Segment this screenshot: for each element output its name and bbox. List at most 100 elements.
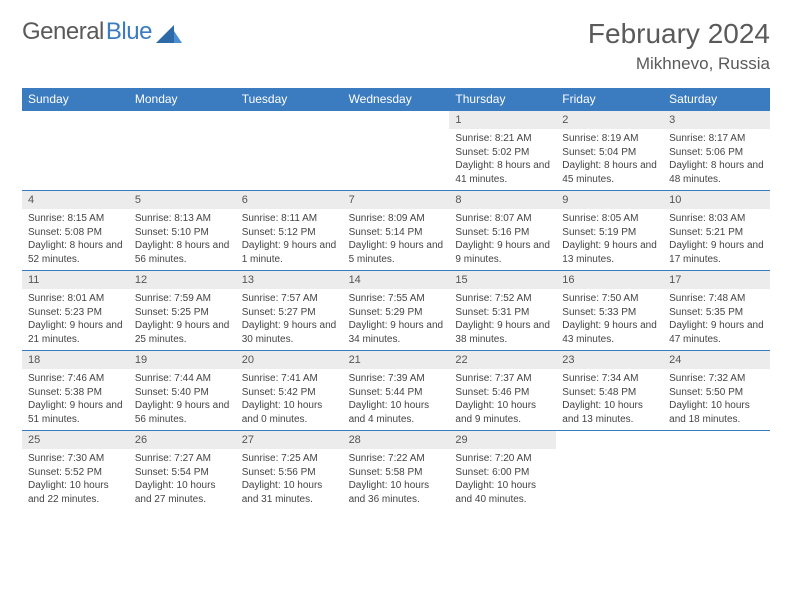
sunrise-text: Sunrise: 8:11 AM xyxy=(242,212,337,226)
sunset-text: Sunset: 5:19 PM xyxy=(562,226,657,240)
day-details: Sunrise: 8:15 AMSunset: 5:08 PMDaylight:… xyxy=(22,209,129,270)
sunset-text: Sunset: 5:46 PM xyxy=(455,386,550,400)
sunset-text: Sunset: 5:56 PM xyxy=(242,466,337,480)
week-row: 25Sunrise: 7:30 AMSunset: 5:52 PMDayligh… xyxy=(22,430,770,510)
day-cell: 17Sunrise: 7:48 AMSunset: 5:35 PMDayligh… xyxy=(663,271,770,350)
daylight-text: Daylight: 10 hours and 9 minutes. xyxy=(455,399,550,426)
day-cell xyxy=(236,111,343,190)
sunset-text: Sunset: 5:27 PM xyxy=(242,306,337,320)
daylight-text: Daylight: 9 hours and 51 minutes. xyxy=(28,399,123,426)
day-cell: 16Sunrise: 7:50 AMSunset: 5:33 PMDayligh… xyxy=(556,271,663,350)
day-number xyxy=(129,111,236,117)
day-details: Sunrise: 7:48 AMSunset: 5:35 PMDaylight:… xyxy=(663,289,770,350)
sunrise-text: Sunrise: 7:27 AM xyxy=(135,452,230,466)
day-number: 15 xyxy=(449,271,556,289)
day-cell: 9 Sunrise: 8:05 AMSunset: 5:19 PMDaylight… xyxy=(556,191,663,270)
day-cell: 25Sunrise: 7:30 AMSunset: 5:52 PMDayligh… xyxy=(22,431,129,510)
day-cell: 11Sunrise: 8:01 AMSunset: 5:23 PMDayligh… xyxy=(22,271,129,350)
day-details: Sunrise: 7:41 AMSunset: 5:42 PMDaylight:… xyxy=(236,369,343,430)
daylight-text: Daylight: 9 hours and 47 minutes. xyxy=(669,319,764,346)
weekday-header-row: Sunday Monday Tuesday Wednesday Thursday… xyxy=(22,88,770,110)
week-row: 1Sunrise: 8:21 AMSunset: 5:02 PMDaylight… xyxy=(22,110,770,190)
daylight-text: Daylight: 9 hours and 30 minutes. xyxy=(242,319,337,346)
weekday-header: Saturday xyxy=(663,88,770,110)
day-details: Sunrise: 7:55 AMSunset: 5:29 PMDaylight:… xyxy=(343,289,450,350)
sunset-text: Sunset: 5:08 PM xyxy=(28,226,123,240)
day-details: Sunrise: 8:13 AMSunset: 5:10 PMDaylight:… xyxy=(129,209,236,270)
sunrise-text: Sunrise: 7:52 AM xyxy=(455,292,550,306)
day-details: Sunrise: 7:34 AMSunset: 5:48 PMDaylight:… xyxy=(556,369,663,430)
day-cell: 28Sunrise: 7:22 AMSunset: 5:58 PMDayligh… xyxy=(343,431,450,510)
sunset-text: Sunset: 5:10 PM xyxy=(135,226,230,240)
day-cell: 29Sunrise: 7:20 AMSunset: 6:00 PMDayligh… xyxy=(449,431,556,510)
day-number xyxy=(556,431,663,437)
daylight-text: Daylight: 9 hours and 38 minutes. xyxy=(455,319,550,346)
day-number: 11 xyxy=(22,271,129,289)
day-number: 24 xyxy=(663,351,770,369)
day-details: Sunrise: 8:07 AMSunset: 5:16 PMDaylight:… xyxy=(449,209,556,270)
daylight-text: Daylight: 9 hours and 17 minutes. xyxy=(669,239,764,266)
day-details: Sunrise: 7:27 AMSunset: 5:54 PMDaylight:… xyxy=(129,449,236,510)
day-cell: 7Sunrise: 8:09 AMSunset: 5:14 PMDaylight… xyxy=(343,191,450,270)
sunrise-text: Sunrise: 7:22 AM xyxy=(349,452,444,466)
daylight-text: Daylight: 9 hours and 13 minutes. xyxy=(562,239,657,266)
day-number: 5 xyxy=(129,191,236,209)
daylight-text: Daylight: 9 hours and 56 minutes. xyxy=(135,399,230,426)
day-details: Sunrise: 7:46 AMSunset: 5:38 PMDaylight:… xyxy=(22,369,129,430)
day-cell: 13Sunrise: 7:57 AMSunset: 5:27 PMDayligh… xyxy=(236,271,343,350)
day-cell: 22Sunrise: 7:37 AMSunset: 5:46 PMDayligh… xyxy=(449,351,556,430)
sunrise-text: Sunrise: 7:32 AM xyxy=(669,372,764,386)
sunset-text: Sunset: 5:42 PM xyxy=(242,386,337,400)
day-cell xyxy=(129,111,236,190)
day-number: 8 xyxy=(449,191,556,209)
sunset-text: Sunset: 5:35 PM xyxy=(669,306,764,320)
sunrise-text: Sunrise: 7:46 AM xyxy=(28,372,123,386)
day-number xyxy=(343,111,450,117)
sunrise-text: Sunrise: 8:13 AM xyxy=(135,212,230,226)
sunset-text: Sunset: 5:16 PM xyxy=(455,226,550,240)
calendar-page: General Blue February 2024 Mikhnevo, Rus… xyxy=(0,0,792,520)
weekday-header: Monday xyxy=(129,88,236,110)
day-number: 28 xyxy=(343,431,450,449)
daylight-text: Daylight: 10 hours and 0 minutes. xyxy=(242,399,337,426)
sunset-text: Sunset: 5:44 PM xyxy=(349,386,444,400)
sunset-text: Sunset: 5:06 PM xyxy=(669,146,764,160)
day-cell: 2Sunrise: 8:19 AMSunset: 5:04 PMDaylight… xyxy=(556,111,663,190)
day-cell: 14Sunrise: 7:55 AMSunset: 5:29 PMDayligh… xyxy=(343,271,450,350)
sunset-text: Sunset: 5:25 PM xyxy=(135,306,230,320)
day-number xyxy=(236,111,343,117)
day-cell: 20Sunrise: 7:41 AMSunset: 5:42 PMDayligh… xyxy=(236,351,343,430)
sunrise-text: Sunrise: 7:25 AM xyxy=(242,452,337,466)
day-number: 10 xyxy=(663,191,770,209)
day-details: Sunrise: 8:03 AMSunset: 5:21 PMDaylight:… xyxy=(663,209,770,270)
day-cell xyxy=(343,111,450,190)
week-row: 18Sunrise: 7:46 AMSunset: 5:38 PMDayligh… xyxy=(22,350,770,430)
day-details: Sunrise: 7:37 AMSunset: 5:46 PMDaylight:… xyxy=(449,369,556,430)
day-number: 29 xyxy=(449,431,556,449)
sunset-text: Sunset: 5:54 PM xyxy=(135,466,230,480)
sunset-text: Sunset: 5:38 PM xyxy=(28,386,123,400)
sunrise-text: Sunrise: 7:39 AM xyxy=(349,372,444,386)
sunset-text: Sunset: 5:04 PM xyxy=(562,146,657,160)
daylight-text: Daylight: 8 hours and 48 minutes. xyxy=(669,159,764,186)
title-block: February 2024 Mikhnevo, Russia xyxy=(588,18,770,74)
sunrise-text: Sunrise: 7:55 AM xyxy=(349,292,444,306)
sunrise-text: Sunrise: 8:05 AM xyxy=(562,212,657,226)
daylight-text: Daylight: 10 hours and 31 minutes. xyxy=(242,479,337,506)
day-cell: 6Sunrise: 8:11 AMSunset: 5:12 PMDaylight… xyxy=(236,191,343,270)
daylight-text: Daylight: 8 hours and 45 minutes. xyxy=(562,159,657,186)
day-number: 13 xyxy=(236,271,343,289)
day-number: 23 xyxy=(556,351,663,369)
day-cell xyxy=(22,111,129,190)
day-number: 14 xyxy=(343,271,450,289)
sunrise-text: Sunrise: 7:20 AM xyxy=(455,452,550,466)
day-cell: 18Sunrise: 7:46 AMSunset: 5:38 PMDayligh… xyxy=(22,351,129,430)
daylight-text: Daylight: 9 hours and 25 minutes. xyxy=(135,319,230,346)
day-cell xyxy=(663,431,770,510)
brand-logo: General Blue xyxy=(22,18,182,46)
day-number: 9 xyxy=(556,191,663,209)
day-cell: 19Sunrise: 7:44 AMSunset: 5:40 PMDayligh… xyxy=(129,351,236,430)
day-cell: 4Sunrise: 8:15 AMSunset: 5:08 PMDaylight… xyxy=(22,191,129,270)
day-details: Sunrise: 7:30 AMSunset: 5:52 PMDaylight:… xyxy=(22,449,129,510)
sunset-text: Sunset: 5:33 PM xyxy=(562,306,657,320)
